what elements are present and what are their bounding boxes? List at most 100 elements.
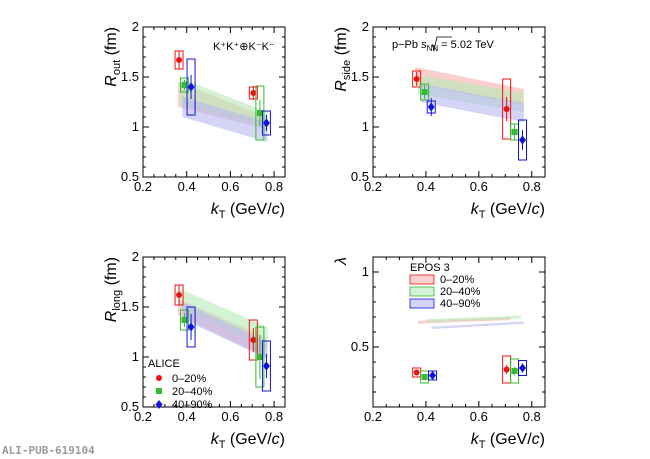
panel-rlong: 0.2 0.4 0.6 0.8 0.5 1 1.5 2 kT (GeV/c) Rlong (fm) [103, 249, 286, 451]
sys-box [261, 340, 271, 392]
data-point [503, 366, 510, 373]
data-point [511, 368, 518, 374]
x-axis-unit-end: ) [540, 201, 545, 218]
x-tick-label: 0.4 [178, 179, 196, 194]
y-tick-label: 1 [132, 119, 139, 134]
x-axis-subscript: T [219, 209, 226, 221]
data-point [187, 82, 195, 92]
sys-box [412, 70, 422, 88]
x-axis-unit: (GeV/ [485, 201, 532, 218]
legend-entry-epos-0: 0–20% [440, 274, 474, 286]
data-point [519, 135, 527, 145]
sys-box [518, 119, 528, 161]
x-tick-label: 0.8 [523, 409, 541, 424]
x-axis-unit-c: c [272, 431, 280, 448]
y-tick-label: 2 [132, 19, 139, 34]
data-point [413, 76, 420, 82]
x-axis-title: kT (GeV/c) [211, 431, 285, 451]
x-axis-symbol: k [471, 431, 480, 448]
sys-box [261, 110, 271, 136]
x-tick-label: 0.2 [134, 409, 152, 424]
y-axis-unit: (fm) [103, 27, 120, 60]
x-axis-unit-c: c [272, 201, 280, 218]
data-point [187, 322, 195, 332]
x-tick-label: 0.2 [364, 179, 382, 194]
data-point [413, 369, 420, 376]
y-axis-title: Rout (fm) [103, 27, 123, 87]
x-axis-title: kT (GeV/c) [211, 201, 285, 221]
sys-box [186, 58, 196, 116]
panel-rside: 0.2 0.4 0.6 0.8 0.5 1 1.5 2 kT (GeV/c) Rside (fm) [333, 19, 546, 221]
legend-entry-alice-0: 0–20% [172, 373, 206, 385]
x-tick-label: 0.8 [265, 179, 283, 194]
system-label-s: s [421, 39, 427, 51]
data-point [511, 129, 518, 135]
y-tick-label: 2 [132, 249, 139, 264]
y-axis-unit: (fm) [333, 27, 350, 60]
legend-alice: ALICE 0–20% 20–40% 40–90% [148, 358, 213, 411]
data-point [429, 371, 437, 380]
y-tick-label: 0.5 [351, 339, 369, 354]
y-axis-symbol: λ [333, 257, 350, 266]
legend-box-epos-2 [409, 298, 435, 309]
data-point [176, 292, 183, 298]
model-band-2 [182, 302, 268, 359]
y-tick-label: 0.5 [121, 399, 139, 414]
legend-entry-alice-2: 40–90% [172, 399, 213, 411]
legend-marker-diamond [155, 400, 163, 409]
x-tick-label: 0.4 [178, 409, 196, 424]
sys-box [255, 326, 265, 388]
sys-box [420, 83, 430, 101]
sys-box [180, 77, 190, 93]
x-tick-label: 0.4 [417, 409, 435, 424]
legend-title-epos: EPOS 3 [410, 262, 450, 274]
x-tick-label: 0.8 [265, 409, 283, 424]
data-point [421, 89, 428, 95]
legend-title-alice: ALICE [148, 358, 180, 370]
x-axis-title: kT (GeV/c) [471, 201, 545, 221]
y-axis-title: Rside (fm) [333, 27, 353, 92]
y-tick-label: 1.5 [121, 299, 139, 314]
y-tick-label: 1.5 [121, 69, 139, 84]
x-axis-unit-end: ) [280, 431, 285, 448]
sys-box [248, 319, 258, 361]
x-axis-title: kT (GeV/c) [471, 431, 545, 451]
legend-marker-circle [156, 375, 162, 381]
data-point [421, 374, 428, 380]
x-tick-label: 0.2 [364, 409, 382, 424]
data-point [262, 361, 270, 371]
x-axis-unit: (GeV/ [225, 431, 272, 448]
sys-box [180, 309, 190, 331]
system-label: p−Pb sNN = 5.02 TeV [392, 39, 495, 53]
watermark-label: ALI-PUB-619104 [2, 444, 95, 457]
data-point [181, 82, 188, 88]
data-point [262, 118, 270, 128]
species-annotation: K⁺K⁺⊕K⁻K⁻ [213, 41, 275, 53]
data-point [256, 354, 263, 360]
sys-box [518, 360, 528, 376]
system-label-post: = 5.02 TeV [438, 39, 494, 51]
sys-box [186, 306, 196, 348]
y-axis-symbol: R [103, 310, 120, 322]
system-label-pre: p−Pb [392, 39, 421, 51]
model-band-2 [420, 84, 524, 122]
system-annotation: p−Pb sNN = 5.02 TeV [392, 36, 495, 53]
sys-box [502, 78, 512, 140]
data-point [256, 110, 263, 116]
y-axis-title: Rlong (fm) [103, 257, 123, 322]
model-band-2 [182, 97, 268, 142]
legend-box-epos-0 [409, 274, 435, 285]
x-tick-label: 0.4 [417, 179, 435, 194]
x-tick-label: 0.6 [221, 179, 239, 194]
data-point [503, 106, 510, 112]
system-label-sub: NN [427, 44, 439, 53]
x-axis-unit-c: c [532, 431, 540, 448]
sqrt-sign-icon [431, 36, 452, 52]
data-point [250, 90, 257, 96]
y-axis-subscript: side [341, 60, 353, 80]
data-point [427, 102, 435, 112]
sys-box [255, 85, 265, 141]
y-axis-symbol: R [103, 75, 120, 87]
x-tick-label: 0.2 [134, 179, 152, 194]
x-tick-label: 0.6 [221, 409, 239, 424]
